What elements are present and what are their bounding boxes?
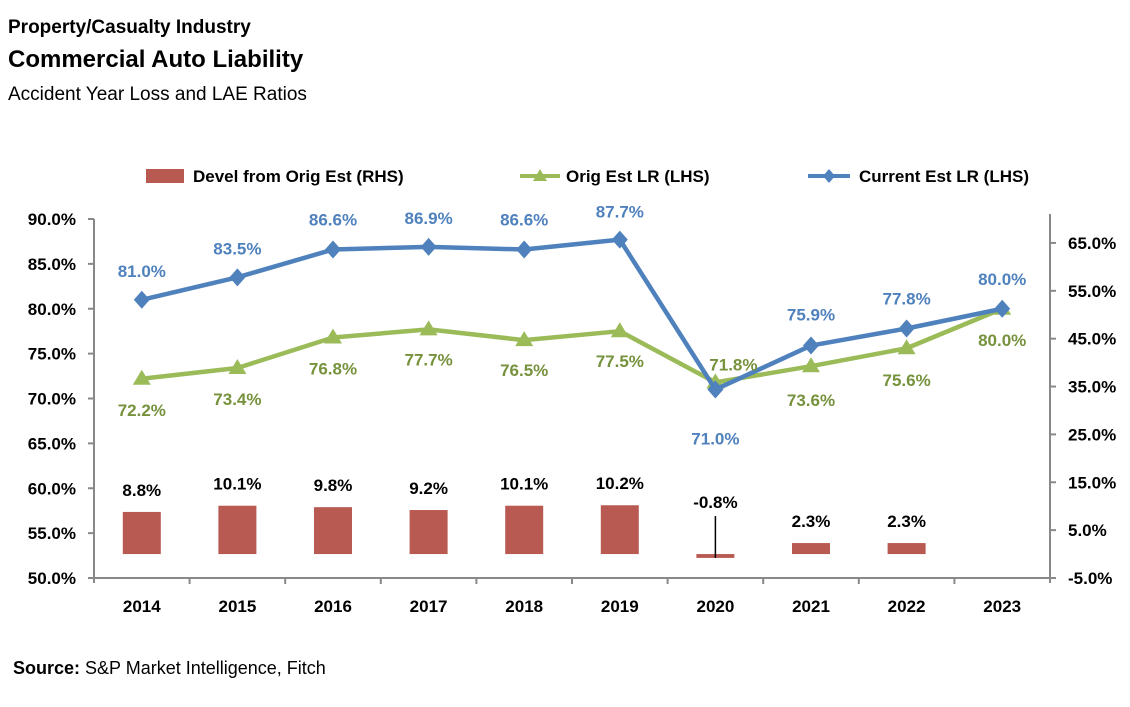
data-label-devel: 10.2%: [596, 474, 644, 493]
right-axis-tick-label: 25.0%: [1068, 425, 1116, 444]
left-axis-tick-label: 50.0%: [28, 569, 76, 588]
right-axis-tick-label: 5.0%: [1068, 521, 1107, 540]
legend-label-devel: Devel from Orig Est (RHS): [193, 167, 404, 186]
data-label-devel: 2.3%: [887, 512, 926, 531]
left-axis-tick-label: 75.0%: [28, 345, 76, 364]
orig-est-marker: [419, 320, 438, 336]
x-axis-tick-label: 2017: [410, 597, 448, 616]
data-label-orig: 75.6%: [882, 371, 930, 390]
data-label-devel: 9.8%: [314, 476, 353, 495]
orig-est-marker: [897, 339, 916, 355]
right-axis-tick-label: 45.0%: [1068, 330, 1116, 349]
bar-devel: [218, 505, 257, 555]
data-label-orig: 76.8%: [309, 359, 357, 378]
right-axis-tick-label: 55.0%: [1068, 282, 1116, 301]
data-label-current: 77.8%: [882, 289, 930, 308]
bar-devel: [314, 507, 352, 555]
source-note: Source: S&P Market Intelligence, Fitch: [13, 658, 326, 679]
left-axis-tick-label: 70.0%: [28, 390, 76, 409]
legend-label-current: Current Est LR (LHS): [859, 167, 1029, 186]
chart-subtitle: Accident Year Loss and LAE Ratios: [8, 84, 307, 105]
bar-devel: [122, 511, 161, 555]
orig-est-marker: [515, 331, 534, 347]
data-label-orig: 77.7%: [404, 350, 452, 369]
current-est-marker: [611, 230, 628, 249]
data-label-orig: 72.2%: [118, 401, 166, 420]
data-label-current: 83.5%: [213, 239, 261, 258]
bar-devel: [505, 505, 544, 555]
right-axis-tick-label: -5.0%: [1068, 569, 1112, 588]
left-axis-tick-label: 65.0%: [28, 434, 76, 453]
current-est-marker: [803, 336, 819, 355]
bar-devel: [409, 510, 448, 555]
legend-swatch-devel: [146, 169, 184, 183]
data-label-current: 86.6%: [500, 211, 548, 230]
data-label-current: 86.6%: [309, 211, 357, 230]
data-label-current: 75.9%: [787, 306, 835, 325]
data-label-current: 80.0%: [978, 270, 1026, 289]
data-label-current: 81.0%: [118, 262, 166, 281]
orig-est-marker: [610, 322, 629, 338]
left-axis-tick-label: 60.0%: [28, 479, 76, 498]
orig-est-marker: [802, 357, 820, 373]
data-label-devel: 2.3%: [792, 512, 831, 531]
data-label-devel: 10.1%: [500, 475, 548, 494]
current-est-marker: [898, 319, 915, 338]
data-label-orig: 73.6%: [787, 391, 835, 410]
bar-devel: [792, 543, 830, 555]
x-axis-tick-label: 2014: [123, 597, 161, 616]
orig-est-line: [141, 306, 1004, 385]
bar-devel: [600, 505, 639, 555]
x-axis-tick-label: 2019: [601, 597, 639, 616]
legend-swatch-orig: [520, 169, 560, 181]
x-axis-tick-label: 2022: [888, 597, 926, 616]
data-label-devel: 10.1%: [213, 475, 261, 494]
data-label-orig: 80.0%: [978, 331, 1026, 350]
x-axis-tick-label: 2015: [218, 597, 256, 616]
source-text: S&P Market Intelligence, Fitch: [80, 658, 326, 678]
data-label-devel: 9.2%: [409, 479, 448, 498]
left-axis-tick-label: 85.0%: [28, 255, 76, 274]
left-axis-tick-label: 90.0%: [28, 210, 76, 229]
data-label-orig: 73.4%: [213, 390, 261, 409]
legend-label-orig: Orig Est LR (LHS): [566, 167, 710, 186]
data-label-current: 87.7%: [596, 203, 644, 222]
current-est-line: [141, 237, 1003, 392]
bar-devel: [887, 543, 926, 555]
legend-swatch-current: [808, 169, 850, 183]
source-label: Source:: [13, 658, 81, 678]
right-axis-tick-label: 35.0%: [1068, 378, 1116, 397]
current-est-marker: [133, 290, 150, 309]
right-axis-tick-label: 65.0%: [1068, 234, 1116, 253]
current-est-marker: [707, 380, 724, 399]
data-label-current: 86.9%: [404, 209, 452, 228]
orig-est-marker: [324, 328, 342, 344]
chart-title: Commercial Auto Liability: [8, 46, 304, 73]
data-label-orig: 76.5%: [500, 361, 548, 380]
orig-est-marker: [132, 369, 151, 385]
legend: Devel from Orig Est (RHS) Orig Est LR (L…: [146, 167, 1029, 186]
right-axis-tick-label: 15.0%: [1068, 473, 1116, 492]
current-est-marker: [994, 299, 1011, 318]
x-axis-tick-label: 2020: [696, 597, 734, 616]
x-axis-tick-label: 2023: [983, 597, 1021, 616]
data-label-orig: 71.8%: [709, 355, 757, 374]
current-est-marker: [420, 237, 437, 256]
data-label-current: 71.0%: [691, 430, 739, 449]
current-est-marker: [325, 240, 341, 259]
data-label-devel: 8.8%: [122, 481, 161, 500]
current-est-marker: [516, 240, 533, 259]
left-axis-tick-label: 55.0%: [28, 524, 76, 543]
x-axis-tick-label: 2016: [314, 597, 352, 616]
left-axis-tick-label: 80.0%: [28, 300, 76, 319]
x-axis-tick-label: 2021: [792, 597, 830, 616]
orig-est-marker: [228, 358, 247, 374]
data-label-orig: 77.5%: [596, 352, 644, 371]
data-label-devel: -0.8%: [693, 493, 737, 512]
chart-supertitle: Property/Casualty Industry: [8, 17, 251, 38]
x-axis-tick-label: 2018: [505, 597, 543, 616]
current-est-marker: [229, 268, 246, 287]
